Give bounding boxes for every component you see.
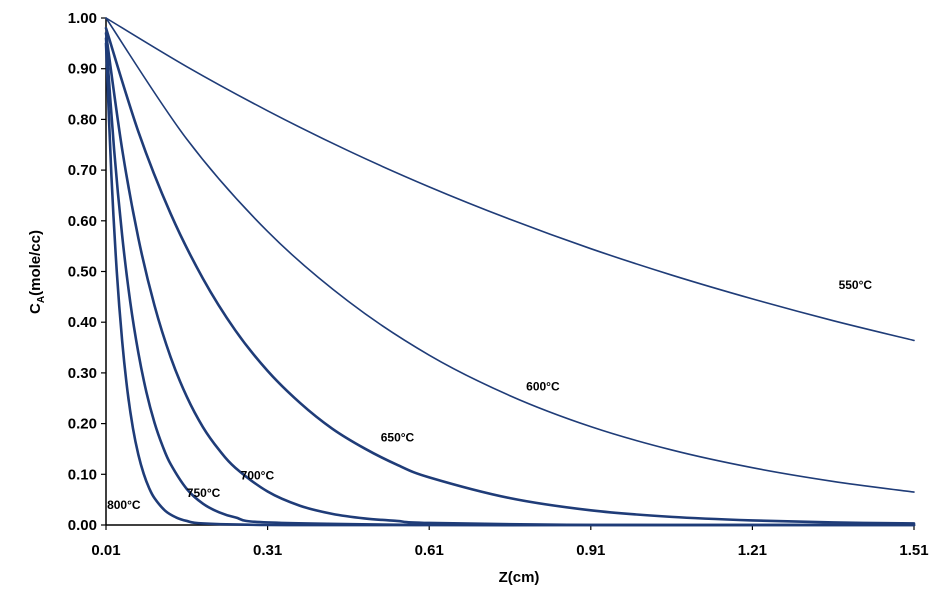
x-axis-ticks: 0.01 0.31 0.61 0.91 1.21 1.51 [91, 525, 929, 559]
y-tick-label: 0.80 [68, 111, 97, 128]
y-axis-title-main: C [27, 303, 44, 314]
series-line-6 [104, 42, 916, 527]
y-tick-label: 0.40 [68, 314, 97, 331]
y-tick-label: 0.90 [68, 61, 97, 78]
series-line-5 [104, 36, 916, 527]
series-label-3: 650°C [381, 430, 415, 444]
y-tick-label: 0.20 [68, 416, 97, 433]
series-label-4: 700°C [241, 468, 275, 482]
x-tick-label: 0.31 [253, 542, 282, 559]
x-tick-label: 1.21 [738, 542, 767, 559]
series-label-2: 600°C [526, 380, 560, 394]
series-label-1: 550°C [839, 278, 873, 292]
x-tick-label: 0.91 [576, 542, 605, 559]
y-axis-ticks: 0.00 0.10 0.20 0.30 0.40 0.50 0.60 0.70 0.80 0.90… [68, 10, 106, 534]
y-tick-label: 0.50 [68, 264, 97, 281]
series-line-3 [104, 26, 916, 525]
series-line-2 [105, 17, 915, 493]
x-tick-label: 0.01 [91, 542, 120, 559]
series-lines [104, 17, 916, 527]
y-tick-label: 0.30 [68, 365, 97, 382]
series-line-1 [105, 17, 915, 342]
y-axis-title: CA(mole/cc) [27, 230, 47, 314]
y-tick-label: 0.70 [68, 162, 97, 179]
x-tick-label: 0.61 [415, 542, 444, 559]
series-label-6: 800°C [107, 498, 141, 512]
series-line-4 [104, 31, 916, 527]
y-tick-label: 0.00 [68, 517, 97, 534]
series-labels: 550°C 600°C 650°C 700°C 750°C 800°C [107, 278, 872, 512]
series-label-5: 750°C [187, 486, 221, 500]
y-tick-label: 0.60 [68, 213, 97, 230]
x-axis-title: Z(cm) [499, 569, 540, 586]
plot-area [105, 18, 914, 526]
y-axis-title-subscript: A [36, 296, 47, 303]
x-tick-label: 1.51 [899, 542, 928, 559]
y-tick-label: 0.10 [68, 466, 97, 483]
y-tick-label: 1.00 [68, 10, 97, 27]
y-axis-title-rest: (mole/cc) [27, 230, 44, 296]
